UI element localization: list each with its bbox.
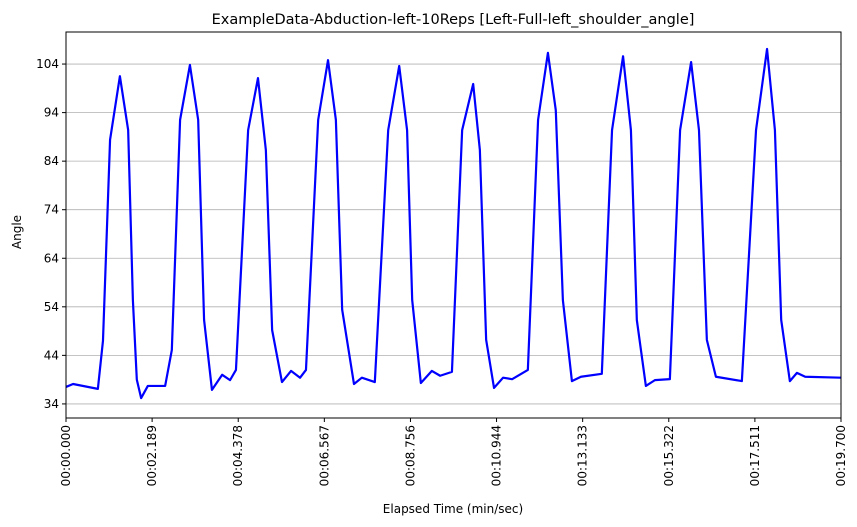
x-tick-label: 00:04.378	[231, 425, 245, 486]
y-tick-label: 84	[44, 154, 59, 168]
x-tick-label: 00:19.700	[834, 425, 848, 486]
data-line	[65, 47, 842, 400]
x-tick-label: 00:15.322	[662, 425, 676, 486]
x-axis-label: Elapsed Time (min/sec)	[383, 502, 523, 516]
y-tick-label: 104	[36, 57, 59, 71]
x-tick-label: 00:08.756	[403, 425, 417, 486]
chart-title: ExampleData-Abduction-left-10Reps [Left-…	[212, 12, 695, 28]
x-tick-label: 00:00.000	[59, 425, 73, 486]
y-tick-label: 44	[44, 348, 59, 362]
x-tick-label: 00:02.189	[145, 425, 159, 486]
y-tick-label: 94	[44, 106, 59, 120]
y-tick-label: 34	[44, 397, 59, 411]
y-tick-label: 74	[44, 203, 59, 217]
plot-frame	[65, 31, 842, 419]
y-tick-label: 54	[44, 300, 59, 314]
y-axis-label: Angle	[10, 215, 24, 249]
x-tick-label: 00:17.511	[748, 425, 762, 486]
x-tick-label: 00:06.567	[317, 425, 331, 486]
y-tick-label: 64	[44, 251, 59, 265]
x-tick-label: 00:13.133	[576, 425, 590, 486]
x-tick-label: 00:10.944	[490, 425, 504, 486]
